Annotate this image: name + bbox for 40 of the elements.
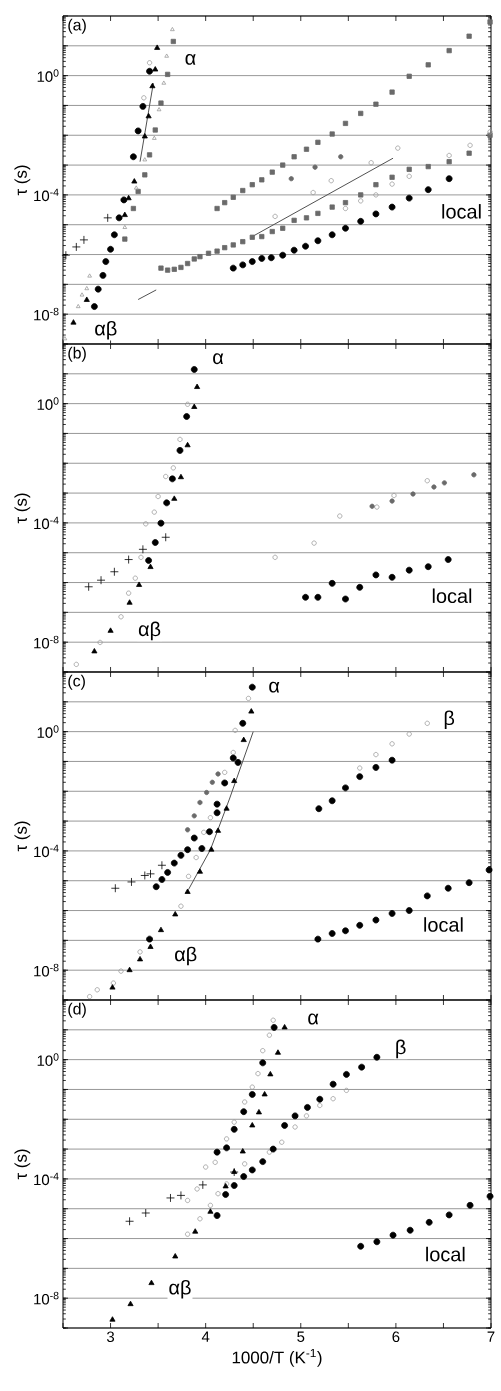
- chart-title: (d): [68, 1002, 86, 1018]
- y-axis-title: τ (s): [14, 1149, 31, 1180]
- chart-title: (c): [68, 674, 85, 690]
- annotation: local: [426, 1246, 465, 1262]
- annotation: α: [269, 681, 280, 693]
- x-tick-label: 3: [106, 1331, 115, 1343]
- annotation: local: [432, 588, 472, 604]
- annotation: αβ: [169, 1279, 191, 1299]
- y-tick-label: 10$^{-4}$: [34, 844, 59, 858]
- y-tick-label: 10$^{0}$: [37, 397, 59, 410]
- annotation: α: [308, 1013, 319, 1025]
- y-tick-label: 10$^{-8}$: [34, 963, 59, 977]
- annotation: αβ: [175, 946, 197, 966]
- x-axis-title: 1000/T (K$^{-1}$): [232, 1348, 322, 1367]
- annotation: local: [424, 917, 463, 932]
- y-tick-label: 10$^{0}$: [37, 1053, 59, 1066]
- x-tick-label: 4: [201, 1331, 210, 1342]
- annotation: αβ: [138, 621, 161, 641]
- y-tick-label: 10$^{0}$: [37, 69, 59, 82]
- x-tick-label: 6: [392, 1331, 400, 1343]
- chart-title: (b): [68, 346, 86, 362]
- y-axis-title: τ (s): [14, 165, 31, 196]
- y-tick-label: 10$^{-8}$: [34, 1291, 59, 1305]
- annotation: αβ: [95, 320, 117, 340]
- y-tick-label: 10$^{-8}$: [34, 635, 59, 649]
- x-tick-label: 7: [487, 1331, 495, 1342]
- x-tick-label: 5: [297, 1331, 305, 1342]
- y-tick-label: 10$^{0}$: [37, 725, 59, 738]
- annotation: β: [396, 1039, 406, 1059]
- y-tick-label: 10$^{-8}$: [34, 307, 59, 321]
- y-axis-title: τ (s): [14, 821, 31, 852]
- annotation: local: [442, 204, 481, 219]
- y-axis-title: τ (s): [14, 493, 31, 524]
- chart-title: (a): [68, 18, 86, 34]
- annotation: α: [185, 53, 196, 65]
- y-tick-label: 10$^{-4}$: [34, 188, 59, 202]
- annotation: α: [213, 353, 224, 365]
- annotation: β: [444, 710, 455, 730]
- y-tick-label: 10$^{-4}$: [34, 1172, 59, 1186]
- y-tick-label: 10$^{-4}$: [34, 516, 59, 530]
